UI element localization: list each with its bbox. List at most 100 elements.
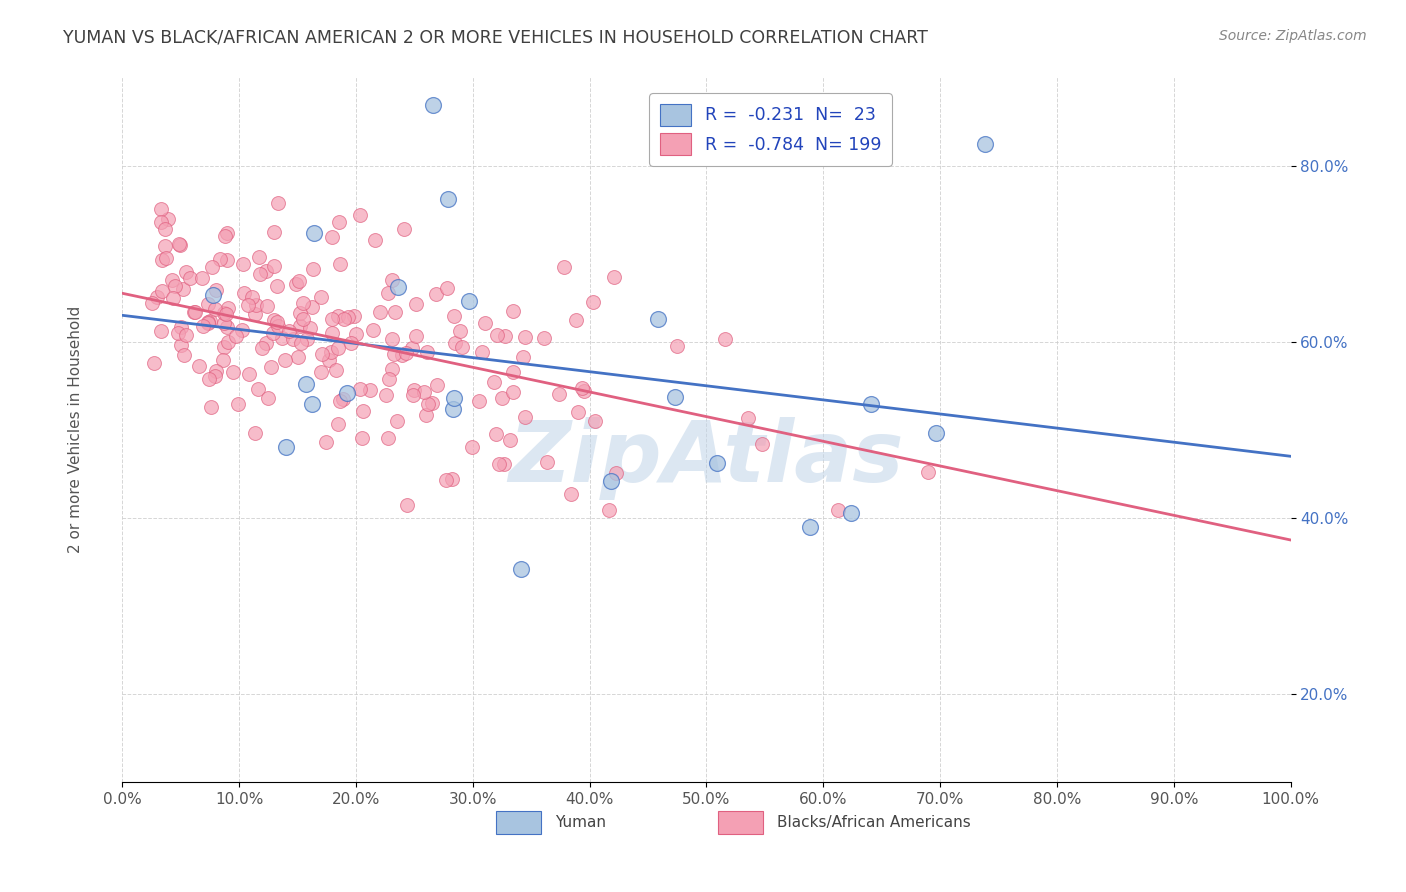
- Point: [509, 562, 531, 576]
- Point: [172, 282, 194, 296]
- Point: [681, 138, 703, 153]
- Point: [259, 360, 281, 375]
- Point: [245, 307, 267, 321]
- Point: [405, 297, 427, 311]
- Point: [603, 269, 626, 284]
- Point: [197, 297, 219, 311]
- Point: [271, 331, 294, 345]
- Point: [413, 384, 436, 399]
- Point: [278, 324, 301, 338]
- Point: [231, 322, 253, 336]
- Point: [214, 228, 236, 243]
- Point: [492, 458, 515, 472]
- Point: [533, 331, 555, 345]
- Point: [267, 196, 290, 211]
- Point: [321, 230, 343, 244]
- Point: [436, 192, 458, 206]
- Point: [343, 310, 366, 324]
- Point: [474, 316, 496, 330]
- Point: [202, 287, 225, 301]
- Point: [415, 408, 437, 422]
- Point: [396, 499, 419, 513]
- Point: [434, 473, 457, 487]
- Point: [266, 315, 288, 329]
- Point: [436, 281, 458, 295]
- Point: [205, 364, 228, 378]
- Point: [238, 368, 260, 382]
- Point: [553, 260, 575, 274]
- Point: [344, 326, 367, 341]
- Point: [257, 391, 280, 405]
- Text: Blacks/African Americans: Blacks/African Americans: [776, 815, 970, 830]
- Point: [405, 328, 427, 343]
- Point: [426, 378, 449, 392]
- Point: [485, 426, 508, 441]
- Point: [179, 271, 201, 285]
- Point: [368, 305, 391, 319]
- Text: ZipAtlas: ZipAtlas: [509, 417, 904, 500]
- Point: [212, 306, 235, 320]
- Point: [583, 414, 606, 428]
- FancyBboxPatch shape: [496, 811, 540, 834]
- Point: [160, 273, 183, 287]
- Point: [153, 222, 176, 236]
- Point: [491, 391, 513, 405]
- Point: [215, 307, 238, 321]
- Point: [567, 405, 589, 419]
- Point: [301, 300, 323, 314]
- Point: [321, 326, 343, 340]
- Point: [374, 388, 396, 402]
- Point: [288, 274, 311, 288]
- Point: [295, 377, 318, 392]
- Point: [221, 365, 243, 379]
- Point: [165, 279, 187, 293]
- Point: [384, 305, 406, 319]
- Point: [598, 502, 620, 516]
- Point: [267, 319, 290, 334]
- Point: [170, 319, 193, 334]
- Point: [502, 304, 524, 318]
- Point: [298, 321, 321, 335]
- Point: [420, 396, 443, 410]
- Point: [917, 465, 939, 479]
- Point: [197, 317, 219, 331]
- Point: [150, 253, 173, 268]
- Point: [215, 226, 238, 240]
- Point: [215, 252, 238, 267]
- Point: [337, 310, 360, 324]
- Point: [471, 345, 494, 359]
- Point: [422, 98, 444, 112]
- Point: [155, 251, 177, 265]
- Point: [499, 433, 522, 447]
- Point: [200, 314, 222, 328]
- Point: [263, 312, 285, 326]
- Point: [468, 393, 491, 408]
- Point: [458, 293, 481, 308]
- Point: [377, 286, 399, 301]
- Point: [212, 316, 235, 330]
- Point: [232, 257, 254, 271]
- Point: [318, 353, 340, 368]
- Point: [191, 271, 214, 285]
- Point: [143, 356, 166, 370]
- Point: [416, 396, 439, 410]
- Point: [149, 215, 172, 229]
- Point: [461, 440, 484, 454]
- Point: [860, 397, 883, 411]
- Point: [290, 336, 312, 351]
- Point: [174, 327, 197, 342]
- Point: [441, 402, 464, 417]
- Point: [288, 319, 311, 334]
- FancyBboxPatch shape: [718, 811, 762, 834]
- Point: [582, 294, 605, 309]
- Point: [281, 332, 304, 346]
- Point: [664, 390, 686, 404]
- Point: [402, 388, 425, 402]
- Point: [204, 302, 226, 317]
- Point: [352, 431, 374, 445]
- Point: [321, 312, 343, 326]
- Point: [141, 296, 163, 310]
- Point: [217, 319, 239, 334]
- Point: [301, 262, 323, 277]
- Point: [169, 238, 191, 252]
